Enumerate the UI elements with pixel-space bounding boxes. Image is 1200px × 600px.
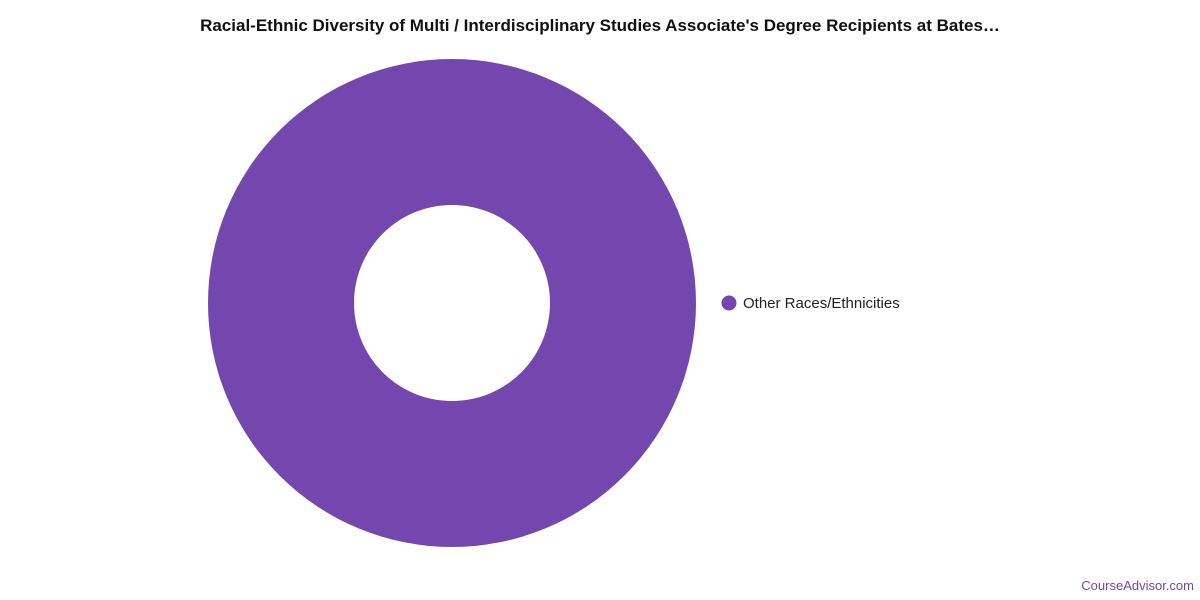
legend: Other Races/Ethnicities — [721, 295, 900, 312]
legend-label-other-races-ethnicities[interactable]: Other Races/Ethnicities — [743, 295, 900, 312]
chart-title: Racial-Ethnic Diversity of Multi / Inter… — [200, 16, 1000, 35]
slice-other-races-ethnicities[interactable] — [208, 59, 696, 547]
source-credit[interactable]: CourseAdvisor.com — [1081, 578, 1194, 593]
slices-group — [208, 59, 696, 547]
legend-marker-other-races-ethnicities — [721, 295, 737, 311]
